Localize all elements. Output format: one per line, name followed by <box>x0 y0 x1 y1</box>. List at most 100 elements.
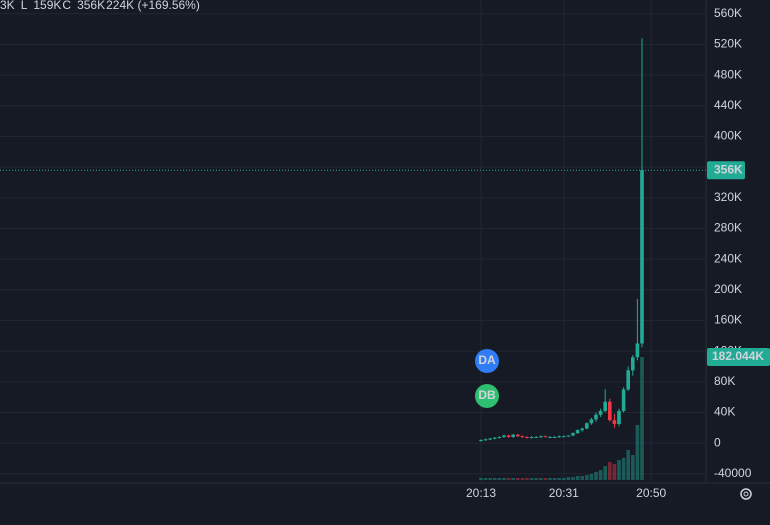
volume-bar <box>621 458 626 480</box>
candle-body <box>525 437 529 438</box>
gear-center[interactable] <box>743 491 749 497</box>
volume-bar <box>612 464 617 480</box>
candle-body <box>580 428 584 431</box>
candle-body <box>539 436 543 438</box>
candle-body <box>612 420 617 424</box>
settings-icon[interactable] <box>740 488 752 500</box>
y-tick-label: 80K <box>714 374 735 388</box>
candle-body <box>520 436 525 438</box>
header-text: 356K <box>77 0 105 12</box>
marker <box>475 384 499 408</box>
candle-body <box>598 410 603 415</box>
x-tick-label: 20:50 <box>636 486 666 500</box>
y-tick-label: 240K <box>714 251 742 265</box>
volume-bar <box>520 478 525 480</box>
side-label-box <box>707 348 770 366</box>
header-text: 159K <box>33 0 61 12</box>
candle-body <box>493 437 497 439</box>
gear[interactable] <box>740 488 752 500</box>
y-tick-label: 440K <box>714 98 742 112</box>
volume-bar <box>580 476 584 480</box>
candle-body <box>626 370 630 390</box>
volume-bar <box>497 478 502 480</box>
candle-body <box>529 437 534 438</box>
candle-body <box>534 437 538 438</box>
candle-body <box>497 437 502 438</box>
y-tick-label: 160K <box>714 313 742 327</box>
volume-bar <box>585 475 589 480</box>
header-text: C <box>62 0 71 12</box>
y-tick-label: -40000 <box>714 466 752 480</box>
volume-bar <box>594 472 598 480</box>
candle-body <box>608 401 612 421</box>
y-tick-label: 0 <box>714 435 721 449</box>
volume-bar <box>511 478 515 480</box>
volume-bar <box>479 478 483 480</box>
y-tick-label: 320K <box>714 190 742 204</box>
candle-body <box>488 438 492 440</box>
volume-bar <box>617 460 621 480</box>
volume-bar <box>575 476 580 480</box>
volume-bar <box>543 478 548 480</box>
marker-label: DB <box>478 388 496 402</box>
marker <box>475 349 499 373</box>
candle-body <box>511 434 515 437</box>
volume-bar <box>552 478 557 480</box>
candle-body <box>479 440 483 442</box>
volume-bar <box>598 470 603 480</box>
last-price-label: 356K <box>714 162 743 176</box>
header-text: L <box>21 0 28 12</box>
x-tick-label: 20:13 <box>466 486 496 500</box>
volume-bar <box>603 466 607 480</box>
volume-bar <box>548 478 552 480</box>
candle-body <box>603 401 607 411</box>
candle-body <box>589 419 594 424</box>
candle-body <box>552 437 557 438</box>
candle-body <box>502 435 506 437</box>
candle-body <box>562 436 566 438</box>
x-tick-label: 20:31 <box>549 486 579 500</box>
candle-body <box>548 437 552 438</box>
y-tick-label: 560K <box>714 6 742 20</box>
volume-bar <box>626 450 630 480</box>
volume-bar <box>635 425 640 480</box>
volume-bar <box>566 477 571 480</box>
candle-body <box>621 389 626 411</box>
candle-body <box>483 439 488 441</box>
volume-bar <box>502 478 506 480</box>
volume-bar <box>506 478 511 480</box>
last-price-box <box>707 161 745 180</box>
volume-bar <box>516 478 520 480</box>
y-tick-label: 520K <box>714 37 742 51</box>
candle-body <box>635 343 640 358</box>
volume-bar <box>640 357 644 480</box>
header-text: 3K <box>0 0 15 12</box>
candle-body <box>640 170 644 344</box>
candle-body <box>557 436 561 438</box>
y-tick-label: 480K <box>714 67 742 81</box>
volume-bar <box>589 474 594 480</box>
y-tick-label: 40K <box>714 405 735 419</box>
volume-bar <box>529 478 534 480</box>
y-tick-label: 280K <box>714 221 742 235</box>
candle-body <box>585 423 589 429</box>
marker-label: DA <box>478 353 496 367</box>
candle-body <box>631 357 635 371</box>
y-tick-label: 200K <box>714 282 742 296</box>
volume-bar <box>608 462 612 480</box>
candle-body <box>543 436 548 438</box>
volume-bar <box>534 478 538 480</box>
volume-bar <box>571 477 575 480</box>
candle-body <box>506 435 511 437</box>
volume-bar <box>631 455 635 480</box>
volume-bar <box>483 478 488 480</box>
volume-bar <box>488 478 492 480</box>
candle-body <box>617 410 621 424</box>
candle-body <box>516 434 520 437</box>
candle-body <box>571 433 575 436</box>
candle-body <box>594 414 598 420</box>
y-tick-label: 400K <box>714 129 742 143</box>
volume-bar <box>525 478 529 480</box>
